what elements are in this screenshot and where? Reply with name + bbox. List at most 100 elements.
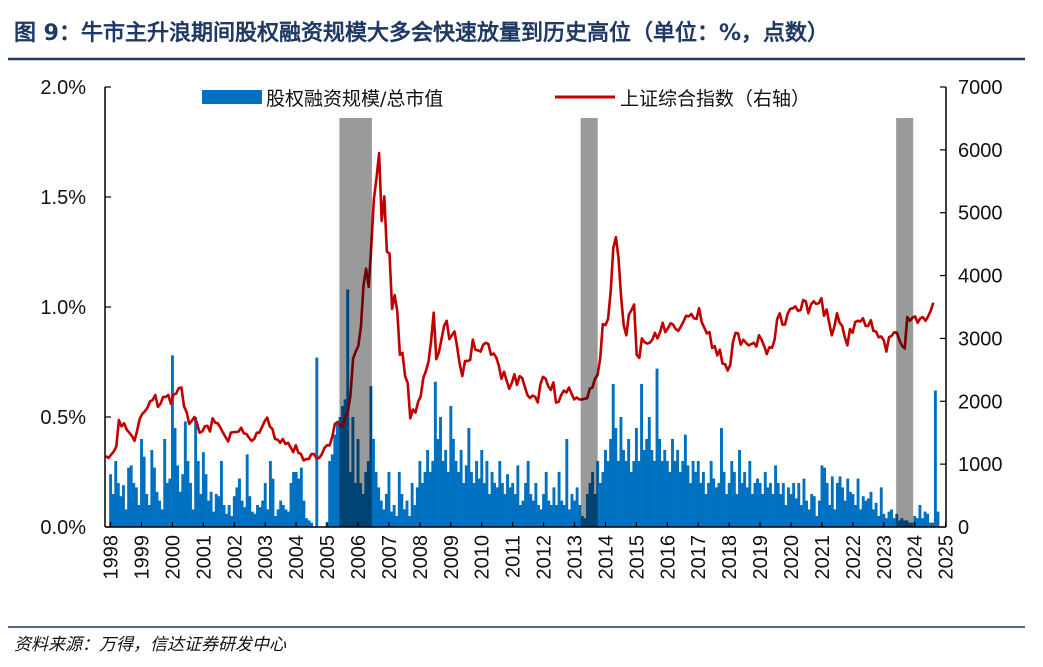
bar <box>534 483 538 527</box>
bar <box>611 384 615 527</box>
bar <box>756 478 759 527</box>
bar <box>495 487 499 527</box>
bar <box>921 518 924 527</box>
bar <box>297 478 301 527</box>
bar <box>191 509 195 527</box>
bar <box>758 483 762 527</box>
bar <box>418 461 422 527</box>
bar <box>433 381 437 527</box>
bar <box>271 478 275 527</box>
bar <box>810 494 814 527</box>
bar <box>913 516 917 527</box>
x-tick-label: 2002 <box>224 535 246 580</box>
chart-title: 图 9：牛市主升浪期间股权融资规模大多会快速放量到历史高位（单位：%，点数） <box>14 20 829 46</box>
bar <box>725 494 729 527</box>
shaded-period <box>580 118 598 527</box>
bar <box>874 502 878 527</box>
bar <box>137 505 141 527</box>
bar <box>330 454 334 527</box>
bar <box>730 461 734 527</box>
bar <box>469 472 473 527</box>
bar <box>490 472 494 527</box>
bar <box>178 491 182 527</box>
bar <box>129 465 133 527</box>
bar <box>735 494 739 527</box>
bar <box>516 465 520 527</box>
y-left-axis-ticks: 0.0% 0.5% 1.0% 1.5% 2.0% <box>40 77 111 539</box>
bar <box>199 494 203 527</box>
bar <box>253 513 257 527</box>
x-tick-label: 2007 <box>379 535 401 580</box>
bar <box>390 511 393 527</box>
bar <box>503 494 507 527</box>
bar <box>663 450 667 527</box>
bar <box>127 467 131 527</box>
bar <box>557 472 561 527</box>
bar <box>689 483 692 527</box>
bar <box>892 518 896 527</box>
bar <box>575 487 579 527</box>
bar <box>642 450 646 527</box>
bar <box>781 483 785 527</box>
bar <box>861 496 865 527</box>
x-tick-label: 2023 <box>874 535 896 580</box>
x-tick-label: 2006 <box>348 535 370 580</box>
bar <box>441 461 445 527</box>
bar <box>276 509 280 527</box>
bar <box>511 483 515 527</box>
y-right-tick-label: 2000 <box>958 391 1003 413</box>
bar <box>887 511 891 527</box>
bar <box>884 518 888 527</box>
bar <box>384 494 388 527</box>
bar <box>926 513 930 527</box>
x-axis-ticks: 1998 1999 2000 2001 2002 2003 2004 2005 2006 2007… <box>101 522 958 580</box>
bar <box>513 494 517 527</box>
bar <box>699 483 703 527</box>
bar <box>727 483 731 527</box>
bar <box>774 465 778 527</box>
bar <box>745 487 749 527</box>
bar <box>632 461 636 527</box>
bar <box>915 518 919 527</box>
bar <box>196 461 200 527</box>
bar <box>462 483 466 527</box>
x-tick-label: 2010 <box>472 535 494 580</box>
bar <box>284 509 288 527</box>
bar <box>598 483 602 527</box>
y-right-tick-label: 3000 <box>958 328 1003 350</box>
bar <box>668 472 672 527</box>
bar <box>426 450 430 527</box>
bar <box>838 476 842 527</box>
bar <box>805 500 808 527</box>
bar <box>395 516 399 527</box>
x-tick-label: 2015 <box>626 535 648 580</box>
bar <box>147 505 151 527</box>
bar <box>266 509 270 527</box>
bar <box>570 494 574 527</box>
bar <box>869 491 873 527</box>
y-right-axis-ticks: 0 1000 2000 3000 4000 5000 6000 7000 <box>940 77 1003 539</box>
bar <box>482 483 486 527</box>
y-left-tick-label: 1.5% <box>40 187 86 209</box>
bar <box>122 485 125 527</box>
bar <box>879 487 883 527</box>
bar <box>779 494 783 527</box>
bar <box>261 500 265 527</box>
bar <box>567 509 571 527</box>
bar <box>802 478 806 527</box>
bar <box>459 450 463 527</box>
bar <box>145 494 149 527</box>
bar <box>163 439 167 527</box>
bar <box>243 507 247 527</box>
bar <box>160 509 164 527</box>
legend-swatch-bar <box>202 90 262 104</box>
bar <box>843 500 847 527</box>
bar <box>542 494 546 527</box>
bar <box>263 483 267 527</box>
bar <box>475 461 479 527</box>
bar <box>573 500 576 527</box>
bar <box>485 461 489 527</box>
x-tick-label: 2008 <box>410 535 432 580</box>
y-right-tick-label: 4000 <box>958 266 1003 288</box>
bar <box>421 483 424 527</box>
